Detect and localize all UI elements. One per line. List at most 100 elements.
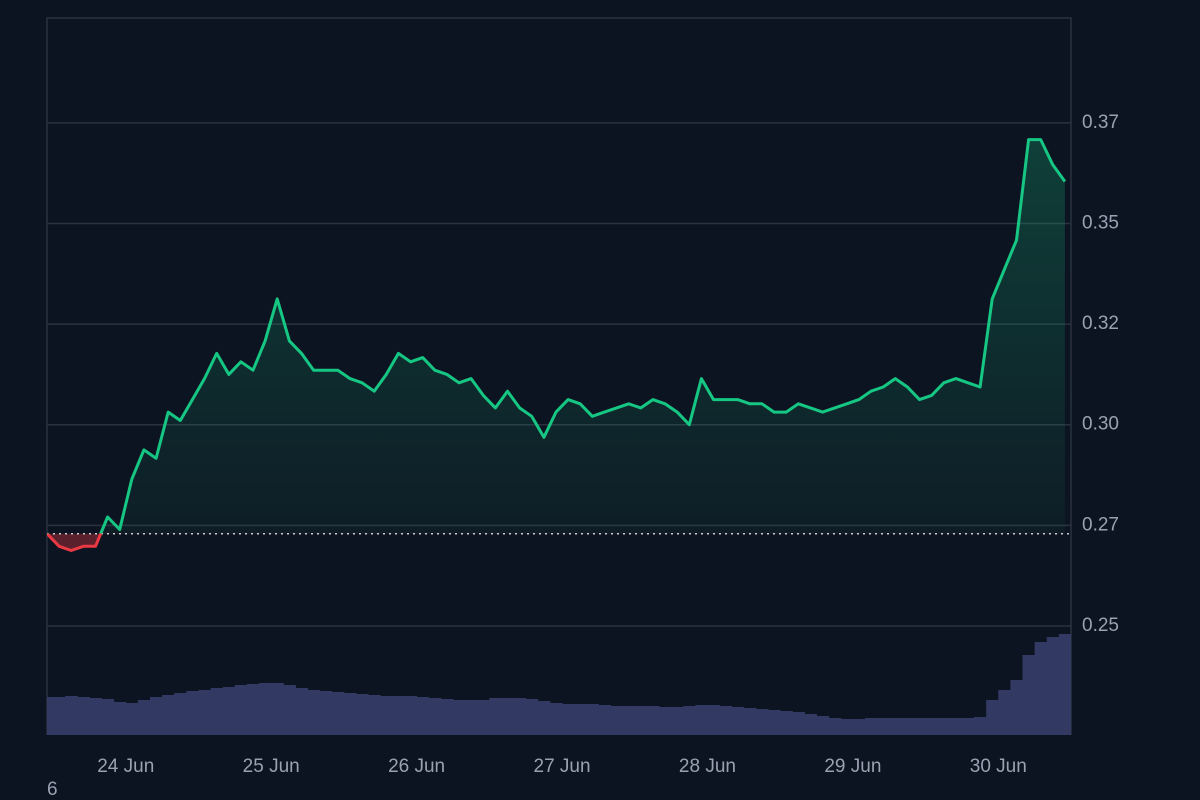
plot-frame: [46, 17, 1072, 735]
volume-bar: [465, 700, 478, 735]
volume-bar: [925, 718, 939, 735]
volume-bar: [174, 693, 187, 735]
volume-bar: [295, 688, 309, 735]
volume-bar: [864, 718, 878, 735]
volume-bar: [271, 683, 284, 735]
volume-bar: [1046, 637, 1060, 735]
volume-bar: [646, 706, 660, 735]
volume-bar: [210, 688, 224, 735]
x-tick-label: 25 Jun: [243, 756, 300, 777]
volume-bar: [89, 698, 103, 735]
volume-bar: [137, 700, 151, 735]
volume-bar: [671, 707, 684, 735]
volume-bar: [840, 719, 854, 735]
price-area: [47, 139, 1065, 551]
volume-bar: [319, 691, 333, 735]
footnote: 6: [47, 779, 58, 800]
volume-bar: [416, 697, 430, 735]
volume-bar: [1058, 634, 1071, 735]
volume-bar: [743, 708, 757, 735]
x-tick-label: 30 Jun: [970, 756, 1027, 777]
volume-bar: [186, 691, 199, 735]
volume-bar: [65, 696, 78, 735]
volume-bar: [598, 705, 612, 735]
volume-bar: [428, 698, 442, 735]
volume-bar: [974, 717, 987, 735]
volume-bar: [113, 702, 127, 735]
volume-bar: [525, 699, 539, 735]
volume-bar: [852, 719, 866, 735]
volume-bar: [513, 698, 527, 735]
volume-bar: [53, 697, 66, 735]
volume-bar: [586, 704, 599, 735]
y-tick-label: 0.37: [1082, 112, 1119, 133]
volume-bar: [452, 700, 466, 735]
volume-bar: [392, 696, 405, 735]
volume-bar: [404, 696, 418, 735]
volume-bar: [380, 696, 393, 735]
volume-bar: [658, 707, 672, 735]
price-line: [47, 138, 1067, 552]
plot: [47, 138, 1071, 735]
volume-bar: [501, 698, 515, 735]
volume-bar: [537, 701, 551, 735]
x-tick-label: 28 Jun: [679, 756, 736, 777]
y-tick-label: 0.25: [1082, 615, 1119, 636]
volume-bar: [913, 718, 927, 735]
volume-bar: [246, 684, 260, 735]
x-tick-label: 29 Jun: [824, 756, 881, 777]
volume-bar: [162, 695, 175, 735]
volume-bar: [889, 718, 902, 735]
volume-bar: [489, 698, 502, 735]
volume-bar: [440, 699, 454, 735]
volume-bar: [477, 700, 490, 735]
volume-bar: [792, 712, 805, 735]
x-tick-label: 27 Jun: [534, 756, 591, 777]
y-tick-label: 0.30: [1082, 414, 1119, 435]
volume-bar: [937, 718, 951, 735]
volume-bar: [780, 711, 793, 735]
volume-bar: [549, 703, 563, 735]
volume-bar: [101, 699, 115, 735]
volume-bar: [343, 693, 357, 735]
volume-bar: [283, 685, 296, 735]
volume-bar: [683, 706, 696, 735]
volume-bar: [768, 710, 781, 735]
volume-bar: [634, 706, 648, 735]
volume-bar: [1034, 642, 1048, 735]
volume-bar: [998, 690, 1011, 735]
x-tick-label: 24 Jun: [97, 756, 154, 777]
volume-bar: [331, 692, 345, 735]
y-tick-label: 0.32: [1082, 313, 1119, 334]
volume-bar: [986, 700, 999, 735]
volume-bar: [804, 714, 818, 735]
volume-bar: [901, 718, 914, 735]
volume-bar: [77, 697, 90, 735]
volume-bar: [234, 685, 248, 735]
volume-bar: [816, 716, 830, 735]
volume-bar: [307, 690, 321, 735]
volume-bar: [961, 718, 975, 735]
volume-bar: [610, 706, 624, 735]
volume-bar: [622, 706, 636, 735]
volume-bar: [198, 690, 212, 735]
volume-bar: [695, 705, 708, 735]
volume-bar: [125, 703, 139, 735]
volume-bar: [222, 687, 236, 735]
volume-bar: [562, 704, 575, 735]
volume-bar: [731, 707, 745, 735]
volume-bar: [877, 718, 890, 735]
y-tick-label: 0.27: [1082, 514, 1119, 535]
volume-bar: [574, 704, 587, 735]
volume-bar: [707, 705, 721, 735]
volume-bar: [828, 718, 842, 735]
volume-bar: [47, 697, 54, 735]
volume-bar: [949, 718, 963, 735]
volume-bar: [356, 694, 369, 735]
volume-bar: [150, 697, 163, 735]
volume-bar: [368, 695, 381, 735]
x-tick-label: 26 Jun: [388, 756, 445, 777]
volume-bar: [1010, 680, 1024, 735]
